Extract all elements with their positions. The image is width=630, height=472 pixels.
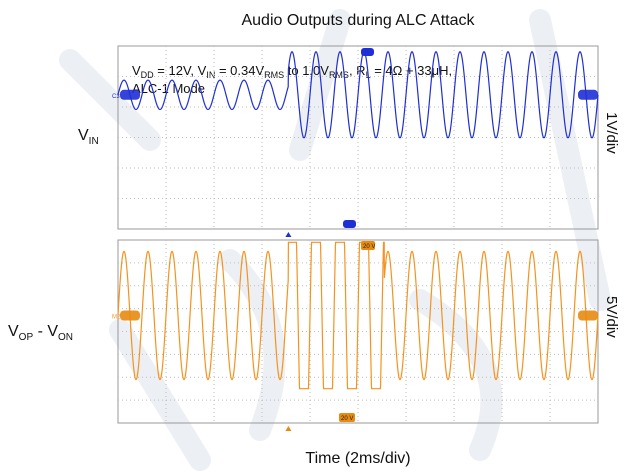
x-axis-label: Time (2ms/div): [305, 450, 410, 467]
condition-line-2: ALC-1 Mode: [132, 81, 205, 96]
right-marker: [578, 89, 598, 100]
vin-panel: C3: [112, 45, 599, 237]
output-trace: M2 20 V 20 V: [112, 241, 599, 431]
waveform-line: [117, 51, 599, 139]
top-level-tag: 20 V: [361, 241, 375, 250]
top-level-tag-body: [361, 241, 375, 250]
channel-tag-text: M2: [112, 314, 121, 320]
top-level-tag-text: 20 V: [363, 244, 375, 250]
vin-trace: C3: [112, 48, 599, 237]
top-marker: [361, 48, 374, 56]
bottom-marker: [343, 220, 356, 228]
channel-marker-body: [120, 89, 140, 100]
condition-line-1: VDD = 12V, VIN = 0.34VRMS to 1.0VRMS, RL…: [132, 63, 452, 80]
channel-marker: M2: [112, 310, 140, 321]
output-panel: M2 20 V 20 V: [112, 239, 599, 431]
chart-title: Audio Outputs during ALC Attack: [241, 12, 475, 29]
trigger-arrow: [285, 426, 292, 431]
channel-marker-body: [120, 310, 140, 321]
bottom-level-tag-text: 20 V: [341, 416, 353, 422]
bottom-level-tag: 20 V: [339, 413, 355, 422]
waveform-line: [117, 241, 599, 390]
vin-label: VIN: [78, 127, 99, 147]
right-marker: [578, 310, 598, 321]
channel-marker: C3: [112, 89, 140, 100]
vin-grid: [118, 46, 598, 229]
vin-scale-label: 1V/div: [603, 112, 620, 154]
output-scale-label: 5V/div: [603, 296, 620, 338]
channel-tag-text: C3: [112, 94, 120, 100]
output-label: VOP - VON: [8, 323, 73, 343]
trigger-arrow: [285, 232, 292, 237]
bottom-level-tag-body: [339, 413, 355, 422]
